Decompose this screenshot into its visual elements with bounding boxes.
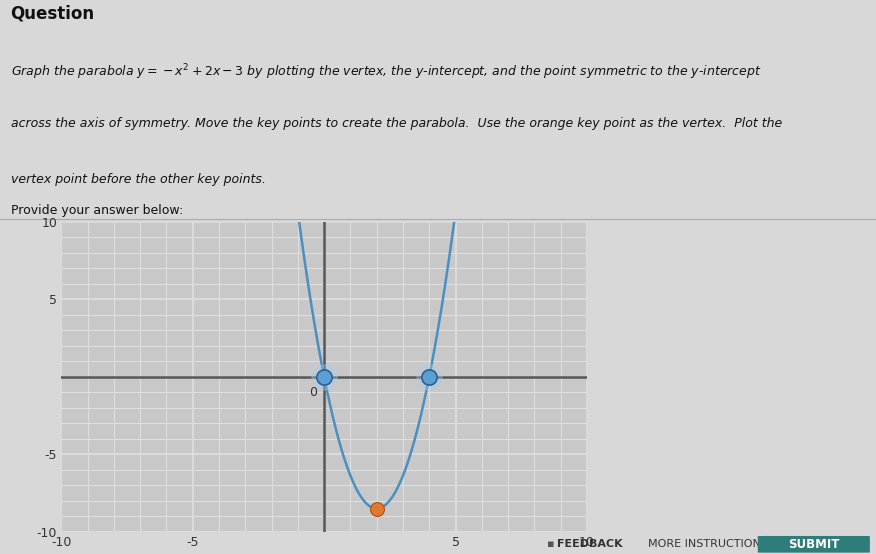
Text: MORE INSTRUCTION: MORE INSTRUCTION [648,539,761,550]
Text: Question: Question [11,4,95,22]
FancyBboxPatch shape [758,536,870,553]
Text: vertex point before the other key points.: vertex point before the other key points… [11,173,265,186]
Text: FEEDBACK: FEEDBACK [557,539,623,550]
Text: ▪: ▪ [548,539,555,550]
Text: across the axis of symmetry. Move the key points to create the parabola.  Use th: across the axis of symmetry. Move the ke… [11,117,781,130]
Text: Graph the parabola $y=-x^2+2x-3$ by plotting the vertex, the $y$-intercept, and : Graph the parabola $y=-x^2+2x-3$ by plot… [11,62,761,81]
Text: Provide your answer below:: Provide your answer below: [11,204,183,217]
Text: 0: 0 [309,386,317,399]
Text: SUBMIT: SUBMIT [788,538,839,551]
